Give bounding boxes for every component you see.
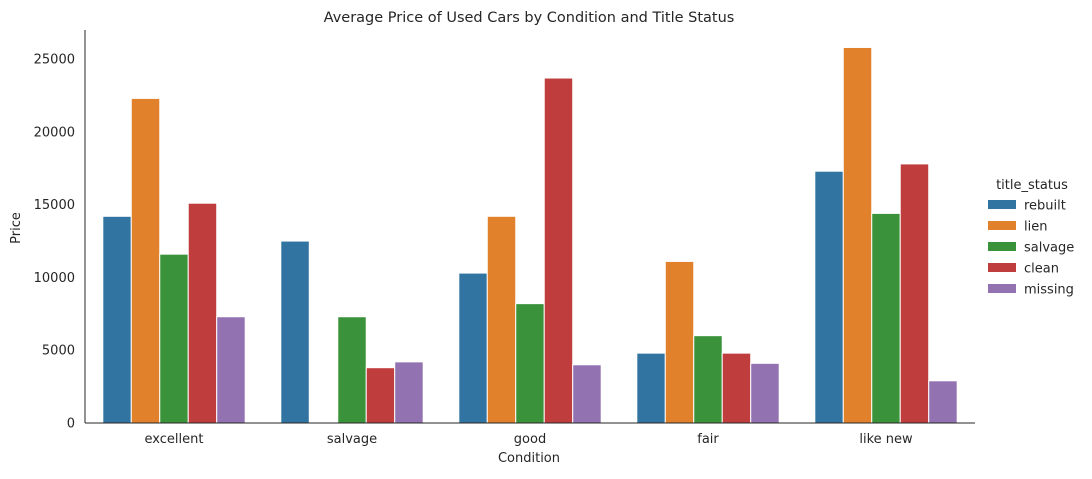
bar-rebuilt-good [458,272,488,424]
x-tick-label: like new [859,432,913,447]
x-tick-label: good [514,432,546,447]
legend-swatch-lien [988,221,1016,230]
y-tick-label: 20000 [34,125,75,140]
legend-label-salvage: salvage [1024,241,1074,256]
legend-title: title_status [996,178,1068,193]
bar-clean-fair [721,352,752,424]
bar-missing-fair [750,362,780,424]
bar-missing-like-new [928,380,958,424]
plot-area: 0 5000 10000 15000 20000 25000 excellent salvag… [34,30,975,447]
x-tick-label: excellent [145,432,204,447]
bar-lien-excellent [130,97,161,424]
x-tick-label: salvage [327,432,377,447]
bar-clean-excellent [187,202,218,424]
bar-salvage-like-new [871,212,901,424]
y-tick-label: 15000 [34,198,75,213]
bar-rebuilt-fair [636,352,666,424]
bar-clean-like-new [899,163,930,424]
bar-missing-salvage [394,361,424,424]
bar-rebuilt-like-new [814,170,844,424]
x-tick-label: fair [697,432,719,447]
legend-label-missing: missing [1024,283,1074,298]
y-axis-label: Price [9,212,24,244]
bar-salvage-salvage [337,316,367,424]
legend-swatch-missing [988,284,1016,293]
legend: title_status rebuilt lien salvage clean miss… [988,178,1074,298]
bar-rebuilt-salvage [280,240,310,424]
legend-swatch-clean [988,263,1016,272]
legend-swatch-rebuilt [988,200,1016,209]
bar-missing-good [572,364,602,424]
y-tick-label: 10000 [34,271,75,286]
bar-rebuilt-excellent [102,215,132,424]
legend-swatch-salvage [988,242,1016,251]
bar-lien-like-new [842,46,873,424]
legend-label-rebuilt: rebuilt [1024,199,1066,214]
chart-title: Average Price of Used Cars by Condition … [324,10,735,26]
bar-missing-excellent [216,316,246,424]
bar-clean-good [543,77,574,424]
legend-label-clean: clean [1024,262,1059,277]
y-tick-label: 25000 [34,53,75,68]
y-tick-label: 0 [67,417,75,432]
bar-lien-fair [664,260,695,424]
bar-clean-salvage [365,367,396,424]
bar-salvage-good [515,303,545,424]
bar-lien-good [486,215,517,424]
bar-salvage-excellent [159,253,189,424]
bar-salvage-fair [693,335,723,424]
y-tick-label: 5000 [42,344,75,359]
legend-label-lien: lien [1024,220,1047,235]
x-axis-label: Condition [498,451,560,466]
